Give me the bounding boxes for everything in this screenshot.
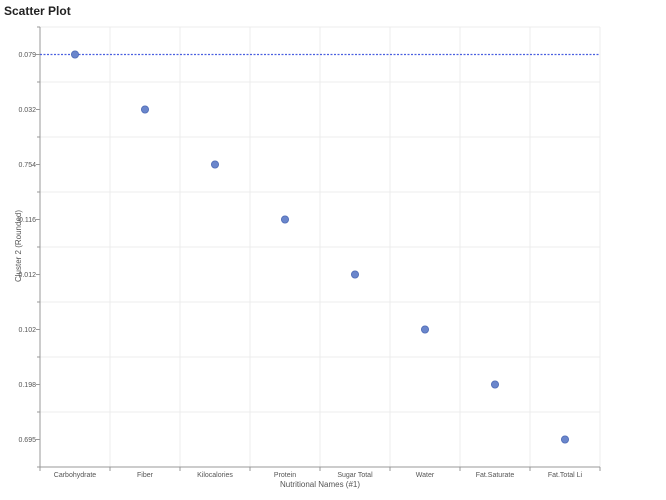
chart-title: Scatter Plot — [4, 4, 71, 18]
axis-layer: 0.079 0.032 0.754 0.116 0.012 0.102 0.198 0.695… — [18, 26, 601, 479]
x-tick-label: Carbohydrate — [54, 472, 97, 479]
data-point — [420, 325, 429, 334]
y-tick-label: 0.695 — [18, 437, 36, 444]
y-tick-label: 0.012 — [18, 272, 36, 279]
y-tick-label: 0.198 — [18, 382, 36, 389]
data-point — [280, 215, 289, 224]
data-point — [140, 105, 149, 114]
y-axis-label: Cluster 2 (Rounded) — [14, 210, 23, 282]
data-point — [71, 50, 80, 59]
y-tick-label: 0.754 — [18, 162, 36, 169]
grid-layer — [39, 26, 601, 468]
x-tick-label: Fat.Total Li — [548, 472, 583, 479]
x-tick-label: Fat.Saturate — [476, 472, 515, 479]
x-tick-label: Protein — [274, 472, 296, 479]
x-tick-label: Sugar Total — [337, 472, 373, 479]
data-point — [561, 435, 570, 444]
data-point — [210, 160, 219, 169]
points-layer — [71, 50, 570, 444]
labels-layer: Nutritional Names (#1) Cluster 2 (Rounde… — [14, 210, 360, 489]
data-point — [490, 380, 499, 389]
y-tick-label: 0.102 — [18, 327, 36, 334]
y-tick-label: 0.079 — [18, 52, 36, 59]
x-tick-label: Water — [416, 472, 435, 479]
y-tick-label: 0.032 — [18, 107, 36, 114]
y-tick-label: 0.116 — [19, 217, 36, 224]
x-tick-label: Kilocalories — [197, 472, 233, 479]
data-point — [350, 270, 359, 279]
x-tick-label: Fiber — [137, 472, 154, 479]
x-axis-label: Nutritional Names (#1) — [280, 480, 360, 489]
